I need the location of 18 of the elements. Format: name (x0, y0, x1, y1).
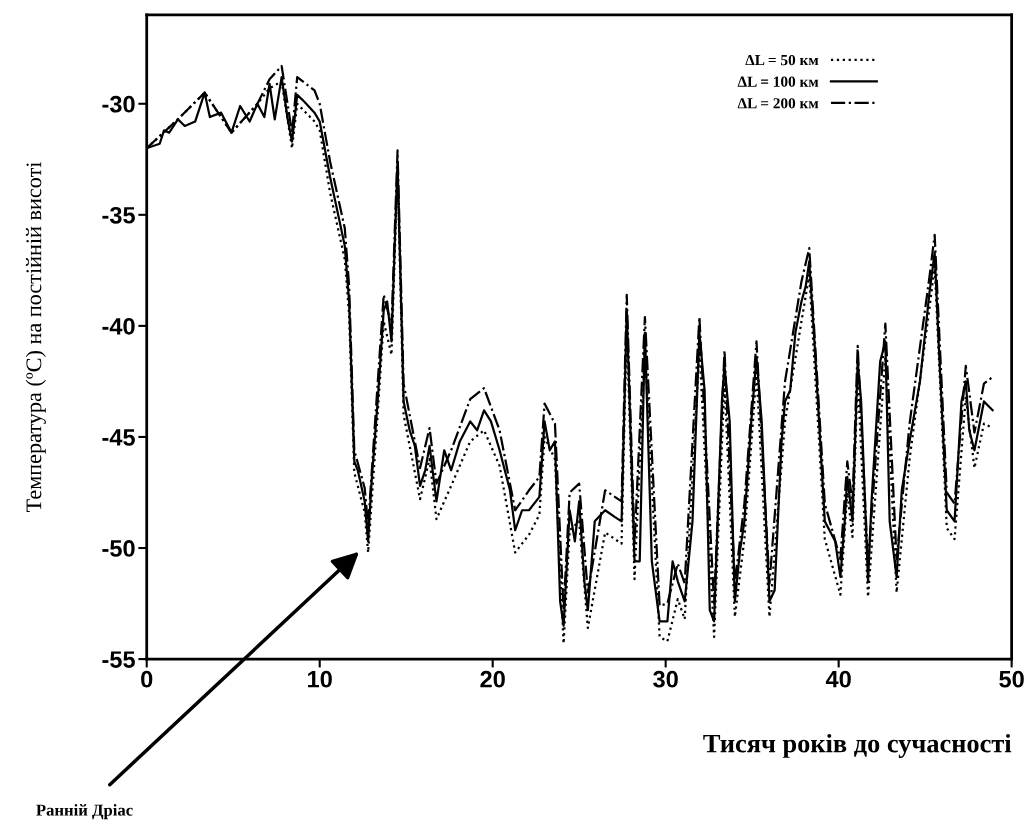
x-tick-label: 30 (653, 670, 678, 688)
x-tick-label: 50 (999, 670, 1024, 688)
y-tick-label: -50 (102, 540, 135, 557)
y-tick-label: -35 (102, 206, 135, 224)
x-tick-label: 0 (141, 670, 153, 688)
text: Ранній Дріас (36, 804, 133, 820)
legend-label: ΔL = 50 км (745, 54, 819, 66)
x-tick-label: 20 (480, 670, 505, 688)
y-tick-label: -30 (102, 95, 135, 113)
y-tick-label: -55 (102, 651, 135, 668)
x-tick-label: 10 (308, 670, 332, 688)
legend-label: ΔL = 200 км (737, 98, 819, 109)
y-tick-label: -40 (102, 317, 135, 335)
x-tick-label: 40 (825, 670, 851, 688)
x-axis-title: Тисяч років до сучасності (703, 733, 1012, 758)
legend-label: ΔL = 100 км (737, 76, 819, 87)
y-tick-label: -45 (102, 429, 135, 446)
y-axis-title: Температура (ºC) на постійній висоті (25, 161, 46, 513)
